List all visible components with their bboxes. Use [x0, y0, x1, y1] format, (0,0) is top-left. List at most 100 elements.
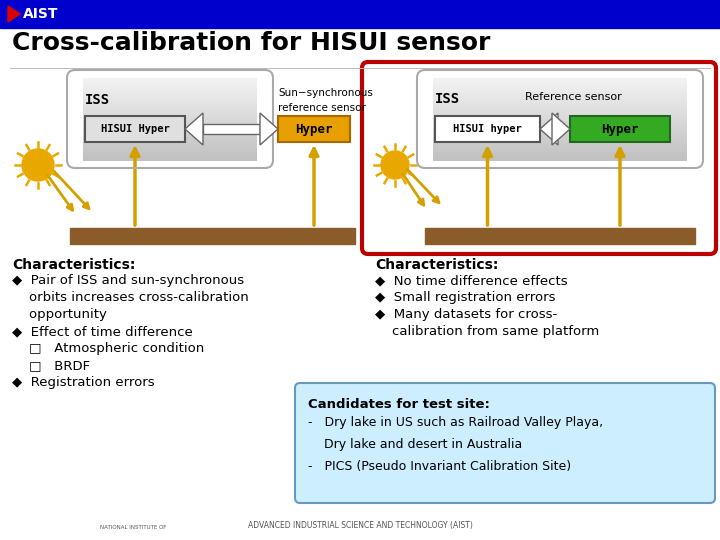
Bar [0, 0, 720, 28]
Bar [83, 152, 257, 155]
Polygon shape [552, 113, 570, 145]
Text: AIST: AIST [23, 7, 58, 21]
Bar [433, 115, 687, 118]
Text: NATIONAL INSTITUTE OF: NATIONAL INSTITUTE OF [100, 525, 166, 530]
Bar [83, 78, 257, 81]
Bar [433, 156, 687, 159]
Text: ◆  Registration errors: ◆ Registration errors [12, 376, 155, 389]
Bar [83, 90, 257, 93]
Text: ISS: ISS [435, 92, 460, 106]
Bar [83, 84, 257, 87]
Text: Characteristics:: Characteristics: [12, 258, 135, 272]
Bar [425, 228, 695, 244]
Bar [433, 148, 687, 151]
Bar [433, 138, 687, 140]
Bar [433, 109, 687, 112]
Bar [83, 129, 257, 132]
Bar [83, 117, 257, 120]
Bar [570, 116, 670, 142]
Bar [552, 124, 558, 134]
Text: Cross-calibration for HISUI sensor: Cross-calibration for HISUI sensor [12, 31, 490, 55]
Bar [433, 133, 687, 137]
Bar [83, 158, 257, 161]
Bar [433, 84, 687, 87]
Text: Hyper: Hyper [295, 123, 333, 136]
Bar [278, 116, 350, 142]
Bar [433, 150, 687, 153]
Bar [433, 125, 687, 128]
Text: ISS: ISS [85, 93, 110, 107]
Bar [83, 121, 257, 124]
Bar [70, 228, 355, 244]
Bar [83, 88, 257, 91]
Text: -   PICS (Pseudo Invariant Calibration Site): - PICS (Pseudo Invariant Calibration Sit… [308, 460, 571, 473]
Bar [83, 144, 257, 147]
Bar [83, 141, 257, 145]
Bar [83, 131, 257, 134]
Text: ◆  No time difference effects: ◆ No time difference effects [375, 274, 567, 287]
Bar [83, 119, 257, 122]
Bar [433, 92, 687, 96]
Bar [83, 98, 257, 102]
Bar [83, 125, 257, 128]
Bar [433, 136, 687, 138]
Bar [433, 131, 687, 134]
Bar [83, 136, 257, 138]
Bar [83, 105, 257, 107]
Bar [83, 123, 257, 126]
Bar [433, 103, 687, 106]
Bar [83, 80, 257, 83]
Bar [433, 88, 687, 91]
Bar [433, 119, 687, 122]
Bar [433, 113, 687, 116]
Text: Dry lake and desert in Australia: Dry lake and desert in Australia [308, 438, 522, 451]
Bar [83, 109, 257, 112]
Text: ◆  Many datasets for cross-: ◆ Many datasets for cross- [375, 308, 557, 321]
Bar [433, 98, 687, 102]
Bar [83, 115, 257, 118]
Circle shape [22, 149, 54, 181]
Bar [433, 144, 687, 147]
Bar [433, 107, 687, 110]
Polygon shape [8, 6, 20, 22]
Text: calibration from same platform: calibration from same platform [375, 325, 599, 338]
Text: HISUI Hyper: HISUI Hyper [101, 124, 169, 134]
Circle shape [381, 151, 409, 179]
Bar [433, 152, 687, 155]
Bar [83, 154, 257, 157]
Bar [83, 127, 257, 130]
Text: -   Dry lake in US such as Railroad Valley Playa,: - Dry lake in US such as Railroad Valley… [308, 416, 603, 429]
Bar [433, 82, 687, 85]
Text: opportunity: opportunity [12, 308, 107, 321]
Text: Sun−synchronous: Sun−synchronous [278, 88, 373, 98]
Bar [203, 124, 260, 134]
Text: ADVANCED INDUSTRIAL SCIENCE AND TECHNOLOGY (AIST): ADVANCED INDUSTRIAL SCIENCE AND TECHNOLO… [248, 521, 472, 530]
Bar [83, 148, 257, 151]
Bar [433, 146, 687, 148]
Text: Characteristics:: Characteristics: [375, 258, 498, 272]
Bar [83, 103, 257, 106]
Text: orbits increases cross-calibration: orbits increases cross-calibration [12, 291, 248, 304]
Polygon shape [185, 113, 203, 145]
Bar [83, 107, 257, 110]
Bar [83, 94, 257, 97]
Bar [433, 105, 687, 107]
Bar [83, 86, 257, 89]
Bar [433, 94, 687, 97]
Polygon shape [260, 113, 278, 145]
Polygon shape [540, 113, 558, 145]
Bar [83, 133, 257, 137]
Text: □   Atmospheric condition: □ Atmospheric condition [12, 342, 204, 355]
Bar [433, 127, 687, 130]
Bar [83, 92, 257, 96]
Bar [433, 139, 687, 143]
Text: Candidates for test site:: Candidates for test site: [308, 398, 490, 411]
Bar [433, 121, 687, 124]
Bar [83, 100, 257, 104]
FancyBboxPatch shape [295, 383, 715, 503]
Bar [433, 111, 687, 114]
Bar [433, 158, 687, 161]
Bar [433, 141, 687, 145]
Bar [85, 116, 185, 142]
Text: HISUI hyper: HISUI hyper [453, 124, 522, 134]
